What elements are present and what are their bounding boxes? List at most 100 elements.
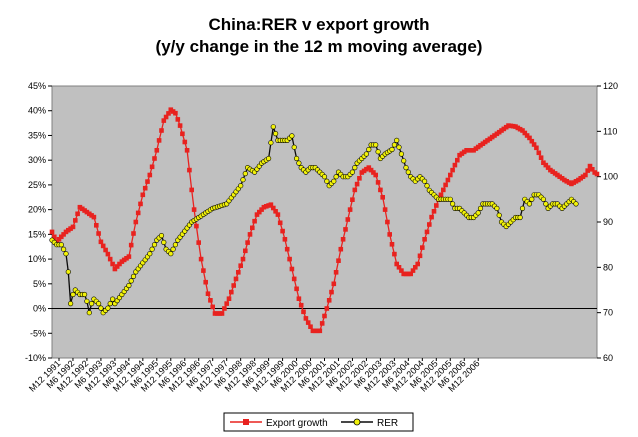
data-point — [415, 261, 420, 267]
data-point — [156, 138, 162, 143]
data-point — [182, 139, 188, 145]
data-point — [94, 223, 99, 228]
data-point — [158, 233, 165, 239]
data-point — [331, 281, 337, 287]
data-point — [519, 205, 526, 211]
left-tick-label: 40% — [28, 106, 46, 116]
right-tick-label: 120 — [603, 81, 618, 91]
data-point — [140, 192, 146, 198]
data-point — [266, 203, 271, 208]
data-point — [198, 256, 204, 262]
data-point — [254, 212, 260, 217]
data-point — [243, 248, 248, 254]
data-point — [109, 296, 116, 302]
data-point — [478, 143, 483, 148]
data-point — [494, 205, 500, 211]
data-point — [70, 291, 76, 298]
data-point — [257, 209, 262, 215]
data-point — [529, 196, 535, 202]
data-point — [392, 251, 397, 257]
data-point — [336, 258, 341, 263]
data-point — [329, 289, 334, 295]
data-point — [103, 247, 108, 253]
data-point — [349, 169, 356, 175]
data-point — [576, 177, 581, 183]
data-point — [226, 296, 232, 301]
data-point — [338, 246, 344, 252]
data-point — [326, 298, 332, 303]
data-point — [75, 211, 80, 217]
data-point — [345, 217, 351, 222]
data-point — [347, 207, 353, 212]
data-point — [191, 207, 197, 212]
data-point — [100, 243, 106, 249]
data-point — [189, 187, 194, 193]
data-point — [517, 214, 523, 221]
data-point — [531, 142, 537, 147]
data-point — [128, 278, 134, 284]
data-point — [126, 282, 132, 289]
data-point — [56, 237, 62, 242]
data-point — [166, 111, 171, 116]
data-point — [222, 306, 227, 311]
data-point — [401, 158, 407, 164]
data-point — [126, 254, 132, 259]
data-point — [501, 126, 507, 132]
data-point — [441, 187, 446, 193]
data-point — [161, 239, 167, 245]
data-point — [394, 261, 399, 267]
data-point — [422, 178, 428, 184]
data-point — [273, 209, 278, 214]
data-point — [408, 271, 413, 277]
data-point — [485, 138, 490, 143]
data-point — [508, 123, 514, 129]
data-point — [67, 301, 74, 307]
data-point — [550, 169, 555, 174]
data-point — [291, 144, 297, 150]
data-point — [105, 251, 111, 257]
chart-title: China:RER v export growth (y/y change in… — [0, 14, 638, 58]
left-tick-label: -10% — [25, 353, 46, 363]
data-point — [81, 291, 88, 298]
data-point — [133, 219, 139, 225]
data-point — [203, 279, 208, 285]
data-point — [445, 177, 451, 183]
data-point — [517, 126, 523, 132]
data-point — [557, 174, 562, 179]
data-point — [366, 165, 372, 170]
data-point — [184, 148, 190, 153]
data-point — [455, 157, 460, 163]
data-point — [420, 245, 425, 250]
data-point — [450, 167, 455, 173]
left-axis: -10% -5% 0% 5% 10% 15% 20% 25% 30% 35% 40% 45% — [25, 81, 597, 363]
data-point — [529, 138, 535, 144]
data-point — [534, 145, 539, 151]
left-tick-label: 0% — [33, 304, 46, 314]
data-point — [296, 296, 302, 301]
data-point — [410, 268, 416, 273]
data-point — [114, 264, 120, 269]
chart-subtitle: (y/y change in the 12 m moving average) — [155, 37, 483, 56]
data-point — [371, 170, 376, 175]
data-point — [303, 316, 309, 321]
data-point — [522, 130, 528, 136]
right-tick-label: 60 — [603, 353, 613, 363]
data-point — [448, 172, 453, 178]
left-tick-label: 5% — [33, 279, 46, 289]
data-point — [389, 146, 395, 153]
data-point — [275, 212, 281, 217]
left-tick-label: 10% — [28, 254, 46, 264]
legend-item-rer: RER — [341, 418, 398, 429]
data-point — [405, 169, 411, 175]
left-tick-label: 35% — [28, 130, 46, 140]
chart-title-line1: China:RER v export growth — [208, 15, 430, 34]
data-point — [434, 203, 439, 208]
left-tick-label: -5% — [30, 328, 46, 338]
data-point — [68, 226, 73, 231]
data-point — [447, 196, 453, 202]
data-point — [461, 149, 467, 155]
data-point — [282, 237, 288, 242]
data-point — [580, 174, 586, 179]
data-point — [387, 232, 392, 237]
data-point — [128, 242, 134, 248]
